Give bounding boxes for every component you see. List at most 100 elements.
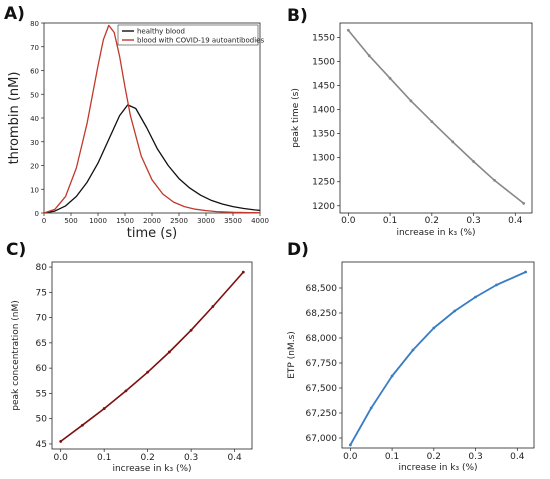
y-tick-label: 55 (36, 389, 47, 399)
y-tick-label: 68,500 (306, 284, 338, 294)
plot-frame (339, 22, 533, 214)
x-tick-label: 0.2 (425, 216, 439, 226)
y-axis-label: ETP (nM.s) (287, 331, 297, 379)
x-tick-label: 1000 (89, 217, 107, 225)
y-tick-label: 0 (35, 210, 39, 218)
data-point (81, 423, 84, 427)
legend-box (117, 24, 259, 46)
data-point (472, 160, 475, 163)
y-tick-label: 60 (36, 364, 48, 374)
y-tick-label: 1300 (312, 154, 335, 164)
y-tick-label: 1500 (312, 57, 335, 67)
data-point (346, 28, 350, 32)
panel-label-d: D) (287, 240, 309, 260)
data-point (388, 76, 392, 80)
y-tick-label: 80 (36, 263, 48, 273)
x-tick-label: 0.3 (184, 453, 198, 463)
data-point (390, 374, 394, 378)
x-tick-label: 0.1 (97, 453, 111, 463)
x-tick-label: 0.4 (227, 453, 242, 463)
x-axis-label: increase in k₃ (%) (112, 464, 191, 474)
y-tick-label: 70 (36, 314, 48, 324)
x-tick-label: 3000 (197, 217, 215, 225)
data-point (124, 389, 128, 393)
legend-label: healthy blood (137, 28, 185, 36)
x-tick-label: 2500 (170, 217, 188, 225)
x-tick-label: 0.0 (54, 453, 69, 463)
data-point (522, 201, 526, 205)
x-tick-label: 0.3 (468, 452, 482, 462)
plot-frame (341, 261, 535, 449)
x-tick-label: 3500 (224, 217, 242, 225)
plot-frame (51, 261, 253, 450)
data-point (432, 326, 436, 330)
y-tick-label: 68,000 (306, 334, 338, 344)
y-tick-label: 68,250 (306, 309, 338, 319)
x-tick-label: 0 (42, 217, 46, 225)
x-tick-label: 0.2 (427, 452, 441, 462)
panel-label-a: A) (4, 4, 25, 24)
y-tick-label: 50 (30, 91, 39, 99)
data-point (451, 140, 455, 144)
chart-d: 0.0 0.1 0.2 0.3 0.4 67,000 67,250 67,500 67,750 6… (287, 261, 535, 473)
y-tick-label: 50 (36, 415, 48, 425)
data-point (167, 350, 171, 354)
y-axis-label: thrombin (nM) (7, 72, 22, 165)
x-axis-label: increase in k₃ (%) (398, 463, 477, 473)
y-tick-label: 1450 (312, 82, 335, 92)
data-point (409, 99, 413, 103)
data-point (430, 120, 434, 124)
x-tick-label: 0.0 (341, 216, 356, 226)
data-point (524, 270, 528, 274)
x-axis-label: time (s) (127, 226, 177, 240)
data-point (211, 305, 215, 308)
x-tick-label: 0.2 (140, 453, 154, 463)
panel-label-c: C) (6, 240, 27, 260)
y-axis-label: peak time (s) (291, 88, 301, 148)
y-tick-label: 67,500 (306, 384, 338, 394)
chart-c: 0.0 0.1 0.2 0.3 0.4 45 50 55 60 65 70 75 80 increase … (11, 261, 253, 474)
data-point (146, 370, 150, 374)
data-point (493, 178, 496, 182)
y-tick-label: 75 (36, 288, 47, 298)
y-tick-label: 1200 (312, 202, 335, 212)
data-point (367, 54, 371, 58)
y-tick-label: 67,250 (306, 409, 338, 419)
y-tick-label: 20 (30, 163, 39, 171)
series-line (349, 271, 527, 446)
panel-label-b: B) (287, 6, 308, 26)
data-point (59, 440, 63, 443)
data-point (411, 348, 415, 352)
x-tick-label: 2000 (143, 217, 161, 225)
plot-frame (43, 22, 261, 214)
chart-b: 0.0 0.1 0.2 0.3 0.4 1200 1250 1300 1350 1400 1450 1… (291, 22, 533, 238)
y-tick-label: 60 (30, 68, 39, 76)
x-tick-label: 0.1 (383, 216, 397, 226)
y-tick-label: 1400 (312, 106, 335, 116)
y-tick-label: 1350 (312, 130, 335, 140)
y-tick-label: 70 (30, 44, 39, 52)
series-line (347, 29, 525, 205)
y-tick-label: 1550 (312, 33, 335, 43)
y-tick-label: 45 (36, 440, 47, 450)
series-line (43, 24, 261, 214)
x-tick-label: 500 (64, 217, 77, 225)
x-tick-label: 0.0 (343, 452, 358, 462)
y-tick-label: 30 (30, 139, 39, 147)
series-line (60, 271, 244, 443)
y-tick-label: 40 (30, 115, 39, 123)
y-tick-label: 65 (36, 339, 47, 349)
legend-label: blood with COVID-19 autoantibodies (137, 37, 264, 45)
y-tick-label: 10 (30, 186, 39, 194)
x-tick-label: 0.3 (466, 216, 480, 226)
x-tick-label: 0.4 (510, 452, 525, 462)
x-tick-label: 1500 (116, 217, 134, 225)
y-tick-label: 67,750 (306, 359, 338, 369)
data-point (453, 309, 457, 313)
data-point (369, 406, 373, 410)
x-tick-label: 4000 (251, 217, 269, 225)
data-point (241, 270, 245, 274)
x-tick-label: 0.1 (385, 452, 399, 462)
series-line (43, 104, 261, 214)
x-tick-label: 0.4 (508, 216, 523, 226)
